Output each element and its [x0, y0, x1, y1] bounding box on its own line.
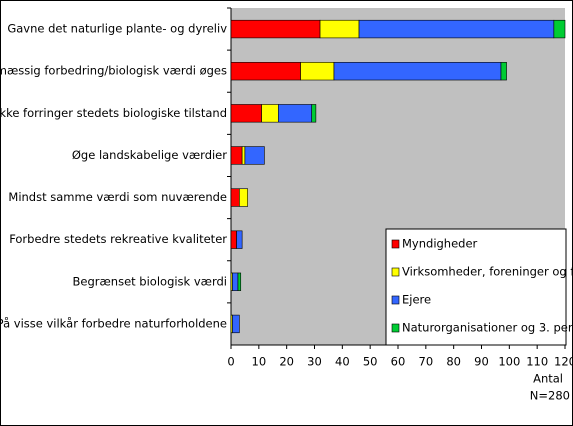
bar-segment — [232, 314, 240, 334]
bar-segment — [241, 146, 246, 165]
bar-segment — [237, 272, 242, 291]
bar-segment — [319, 19, 360, 39]
legend-label: Naturorganisationer og 3. person — [402, 321, 573, 335]
y-tick-label: Øge landskabelige værdier — [72, 148, 227, 162]
x-tick-label: 120 — [554, 355, 573, 369]
y-tick-label: Gavne det naturlige plante- og dyreliv — [7, 22, 227, 36]
bar-segment — [239, 188, 249, 207]
bar-segment — [311, 104, 317, 123]
bar-segment — [230, 188, 240, 207]
y-tick-label: Ikke forringer stedets biologiske tilsta… — [0, 106, 227, 120]
legend-swatch — [391, 323, 400, 333]
y-tick-label: Mindst samme værdi som nuværende — [8, 190, 227, 204]
legend-swatch — [391, 267, 400, 277]
legend-label: Myndigheder — [402, 237, 478, 251]
bar-segment — [261, 104, 279, 123]
y-tick-label: Forbedre stedets rekreative kvaliteter — [9, 232, 227, 246]
x-axis-label: Antal — [533, 372, 563, 386]
bar-segment — [230, 62, 301, 81]
x-tick-label: 0 — [227, 355, 234, 369]
bar-segment — [500, 62, 507, 81]
bar-segment — [232, 272, 239, 291]
bar-segment — [333, 62, 502, 81]
x-tick-label: 60 — [391, 355, 406, 369]
y-tick-label: På visse vilkår forbedre naturforholdene — [0, 316, 227, 330]
x-tick-label: 50 — [363, 355, 378, 369]
legend-swatch — [391, 295, 400, 305]
y-tick-label: Begrænset biologisk værdi — [73, 274, 228, 288]
legend-box — [385, 228, 567, 346]
bar-segment — [244, 146, 265, 165]
x-tick-label: 10 — [252, 355, 267, 369]
bar-segment — [358, 19, 555, 39]
x-tick-label: 70 — [419, 355, 434, 369]
x-tick-label: 20 — [279, 355, 294, 369]
bar-segment — [230, 19, 321, 39]
bar-segment — [236, 230, 243, 249]
x-tick-label: 100 — [498, 355, 520, 369]
bar-segment — [278, 104, 313, 123]
x-tick-label: 110 — [526, 355, 548, 369]
bar-segment — [230, 230, 237, 249]
legend-label: Virksomheder, foreninger og fonde — [402, 265, 573, 279]
legend-swatch — [391, 239, 400, 249]
bar-segment — [230, 104, 262, 123]
y-tick-label: Naturmæssig forbedring/biologisk værdi ø… — [0, 64, 227, 78]
bar-segment — [300, 62, 335, 81]
bar-segment — [230, 146, 243, 165]
x-tick-label: 30 — [307, 355, 322, 369]
legend-label: Ejere — [402, 293, 431, 307]
annotation: N=280 — [530, 389, 570, 403]
x-tick-label: 90 — [474, 355, 489, 369]
x-tick-label: 40 — [335, 355, 350, 369]
x-tick-label: 80 — [446, 355, 461, 369]
bar-segment — [553, 19, 566, 39]
